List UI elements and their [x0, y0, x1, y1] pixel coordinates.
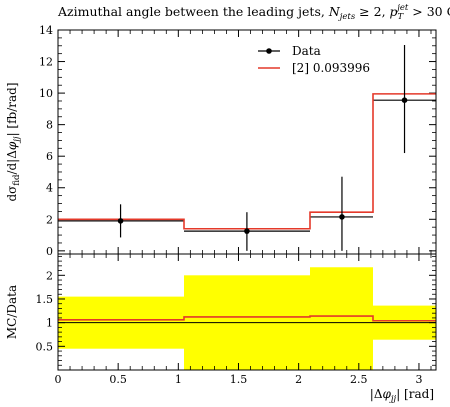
ratio-band-bin [310, 267, 373, 370]
main-y-tick-label: 8 [46, 119, 53, 132]
ratio-uncertainty-band [58, 267, 436, 370]
main-y-tick-label: 0 [46, 245, 53, 258]
ratio-series-layer [58, 315, 436, 324]
data-point [244, 228, 250, 234]
x-tick-label: 0.5 [109, 373, 127, 386]
main-series-layer [58, 44, 436, 251]
main-y-tick-label: 14 [39, 24, 53, 37]
ratio-y-tick-label: 0.5 [36, 340, 54, 353]
chart-title: Azimuthal angle between the leading jets… [57, 3, 450, 22]
data-point [117, 218, 124, 224]
main-plot-panel: 0 2 4 6 8 10 12 14 Data [2] 0.093996 dσfid/d|Δφ… [5, 24, 437, 258]
legend-label-data: Data [292, 44, 321, 58]
data-point [401, 97, 408, 103]
x-tick-label: 3 [415, 373, 422, 386]
main-y-tick-label: 6 [46, 150, 53, 163]
ratio-y-tick-label: 2 [46, 269, 53, 282]
ratio-plot-panel: 0.5 1 1.5 2 0 0.5 1 1.5 2 2.5 3 MC/Data |Δφjj| [ra… [5, 253, 437, 404]
data-point [339, 214, 345, 220]
legend-label-mc: [2] 0.093996 [292, 61, 370, 75]
ratio-y-tick-label: 1 [46, 317, 53, 330]
main-y-tick-label: 12 [39, 56, 53, 69]
ratio-y-axis-label: MC/Data [5, 285, 19, 339]
legend: Data [2] 0.093996 [258, 44, 370, 75]
ratio-y-tick-label: 1.5 [36, 293, 54, 306]
x-axis-label: |Δφjj| [rad] [370, 387, 434, 404]
ratio-plot-frame [57, 253, 437, 371]
main-y-tick-label: 2 [46, 213, 53, 226]
legend-data-marker [266, 48, 272, 54]
main-y-tick-label: 4 [46, 182, 53, 195]
x-tick-label: 0 [55, 373, 62, 386]
main-y-axis-ticks: 0 2 4 6 8 10 12 14 [39, 24, 436, 258]
x-tick-label: 2 [295, 373, 302, 386]
mc-prediction-line [58, 93, 436, 230]
ratio-mc-line [58, 315, 436, 322]
x-tick-label: 1.5 [230, 373, 248, 386]
main-y-axis-label: dσfid/d|Δφjj| [fb/rad] [5, 82, 22, 201]
main-y-tick-label: 10 [39, 87, 53, 100]
x-tick-label: 1 [175, 373, 182, 386]
x-tick-label: 2.5 [350, 373, 368, 386]
